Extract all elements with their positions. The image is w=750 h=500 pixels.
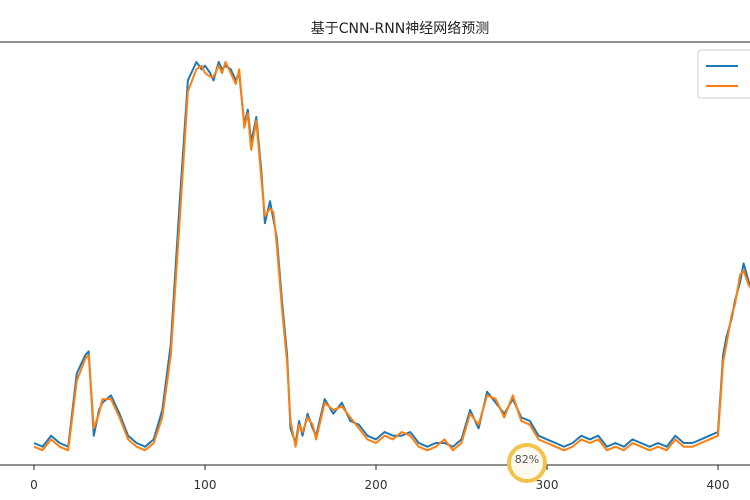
progress-badge-ring (507, 443, 547, 483)
legend (697, 49, 750, 99)
series-line-actual (33, 61, 750, 448)
x-tick-label: 300 (536, 478, 559, 492)
x-tick-label: 200 (365, 478, 388, 492)
progress-badge-value: 82% (515, 453, 539, 466)
x-tick-label: 0 (30, 478, 38, 492)
progress-badge-bg (509, 445, 545, 481)
series-layer (33, 61, 750, 452)
series-line-predicted (33, 61, 750, 452)
x-tick-label: 100 (194, 478, 217, 492)
chart-title: 基于CNN-RNN神经网络预测 (311, 20, 489, 37)
x-tick-layer: 0 100 200 300 400 (30, 465, 729, 492)
x-tick-label: 400 (707, 478, 730, 492)
progress-badge: 82% (507, 443, 547, 483)
legend-frame (697, 49, 750, 99)
